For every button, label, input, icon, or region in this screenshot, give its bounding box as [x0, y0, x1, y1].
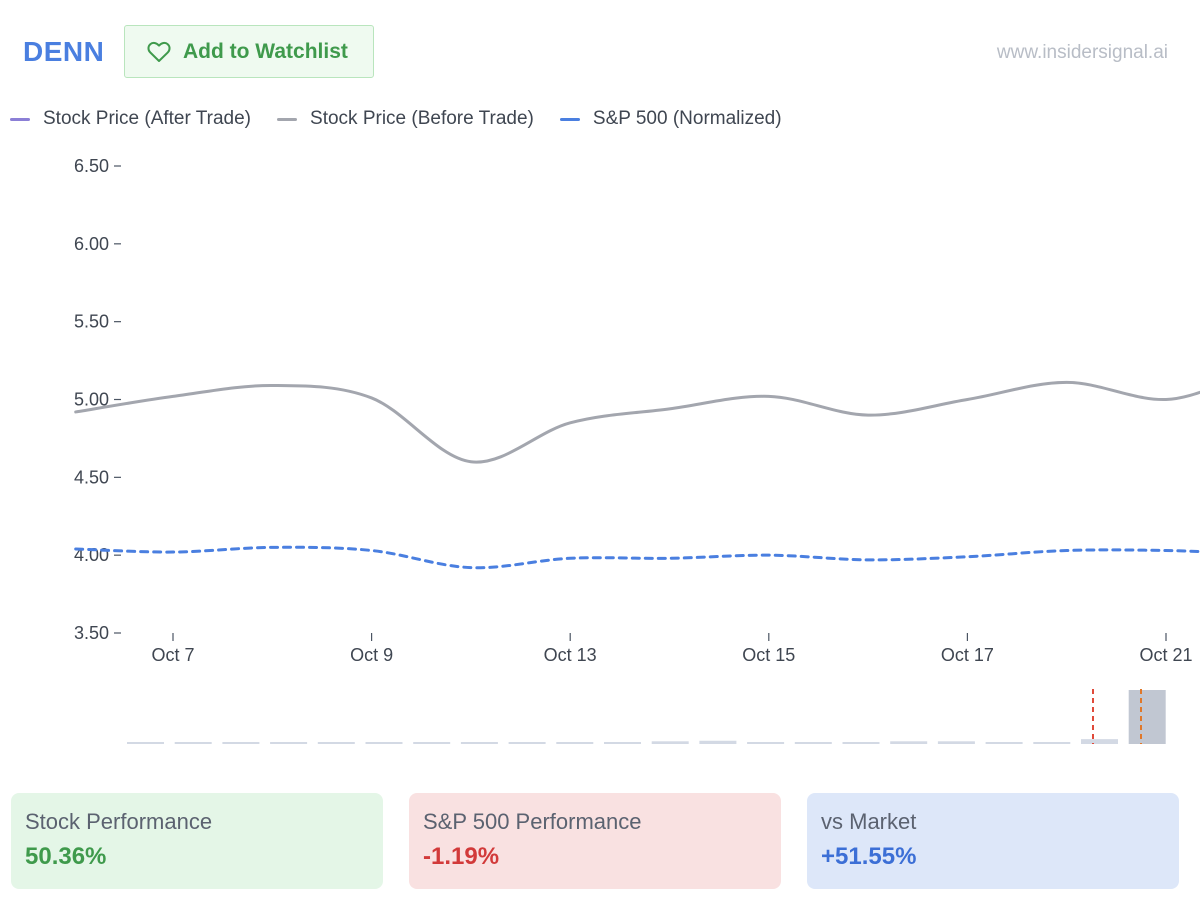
vs-market-label: vs Market [821, 809, 917, 834]
stock-performance-card: Stock Performance 50.36% [11, 793, 383, 889]
legend-label: Stock Price (After Trade) [43, 108, 252, 129]
volume-bar [317, 742, 355, 744]
volume-bar [270, 742, 308, 744]
volume-bar [508, 742, 546, 744]
x-tick-label: Oct 21 [1139, 645, 1192, 665]
series-line-stock-price-before-trade[interactable] [74, 376, 1200, 576]
y-tick-label: 3.50 [74, 623, 109, 643]
y-tick-label: 6.50 [74, 156, 109, 176]
volume-bar [1081, 739, 1118, 744]
y-tick-label: 4.50 [74, 467, 109, 487]
heart-icon [147, 41, 171, 62]
y-tick-label: 5.00 [74, 390, 109, 410]
x-tick-label: Oct 9 [350, 645, 393, 665]
volume-bar [1128, 690, 1166, 744]
x-tick-label: Oct 7 [151, 645, 194, 665]
x-tick-label: Oct 17 [941, 645, 994, 665]
volume-bar [890, 741, 928, 744]
chart-legend: Stock Price (After Trade) Stock Price (B… [10, 106, 808, 132]
stock-performance-label: Stock Performance [25, 809, 213, 834]
sp500-performance-label: S&P 500 Performance [423, 809, 642, 834]
volume-bar [222, 742, 260, 744]
volume-bar [937, 741, 975, 744]
header: DENN Add to Watchlist www.insidersignal.… [0, 0, 1200, 100]
legend-item-sp500[interactable]: S&P 500 (Normalized) [559, 108, 782, 130]
y-tick-label: 6.00 [74, 234, 109, 254]
volume-bar [699, 740, 737, 744]
legend-label: Stock Price (Before Trade) [310, 108, 534, 129]
sp500-performance-card: S&P 500 Performance -1.19% [409, 793, 781, 889]
volume-bar [365, 742, 403, 744]
volume-bar [747, 742, 785, 744]
site-url[interactable]: www.insidersignal.ai [996, 42, 1168, 63]
series-line-s-p-500-normalized[interactable] [74, 534, 1200, 570]
x-tick-label: Oct 13 [544, 645, 597, 665]
sp500-performance-value: -1.19% [423, 843, 500, 870]
ticker-symbol[interactable]: DENN [23, 36, 105, 67]
volume-bar [413, 742, 451, 744]
volume-bar [985, 742, 1023, 744]
x-tick-label: Oct 15 [742, 645, 795, 665]
watchlist-label: Add to Watchlist [183, 39, 348, 63]
legend-swatch [277, 117, 298, 121]
legend-swatch [559, 117, 580, 121]
volume-bar [1033, 742, 1071, 744]
volume-bar [556, 742, 594, 744]
volume-bar [651, 741, 689, 744]
vs-market-card: vs Market +51.55% [807, 793, 1179, 889]
volume-bar [460, 742, 498, 744]
volume-bar [127, 742, 164, 744]
legend-label: S&P 500 (Normalized) [592, 108, 782, 129]
y-tick-label: 5.50 [74, 312, 109, 332]
legend-item-before-trade[interactable]: Stock Price (Before Trade) [277, 108, 534, 130]
stock-performance-value: 50.36% [25, 843, 107, 870]
legend-swatch [10, 117, 30, 121]
volume-bar [174, 742, 212, 744]
volume-bar [794, 742, 832, 744]
volume-bar [604, 742, 641, 744]
add-to-watchlist-button[interactable]: Add to Watchlist [124, 25, 374, 78]
vs-market-value: +51.55% [821, 843, 917, 870]
legend-item-after-trade[interactable]: Stock Price (After Trade) [10, 108, 251, 130]
volume-bar [842, 742, 880, 744]
